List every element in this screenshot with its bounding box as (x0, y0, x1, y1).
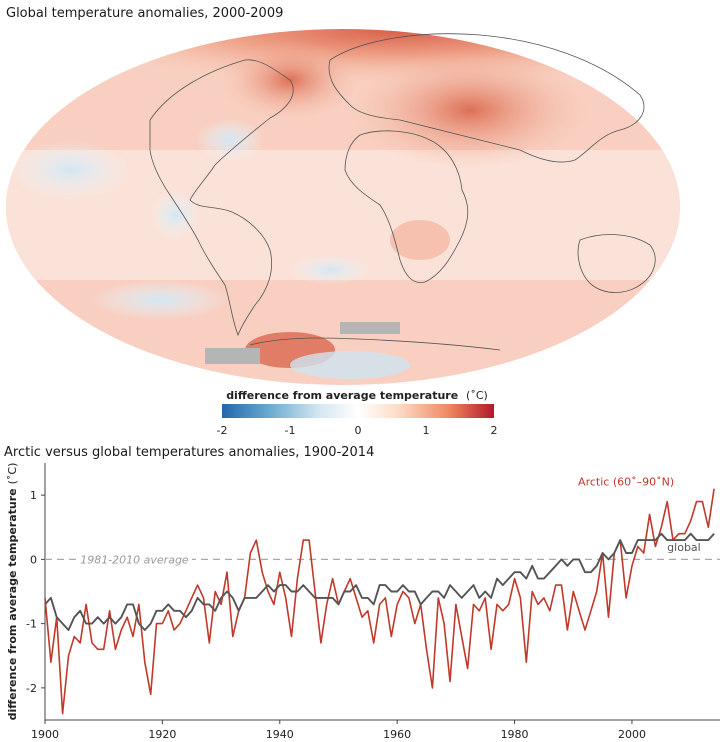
x-tick-label: 1980 (501, 728, 529, 741)
colorbar-ticks: -2 -1 0 1 2 (217, 424, 498, 437)
y-axis-label: difference from average temperature(˚C) (6, 463, 19, 721)
coastlines (149, 33, 656, 351)
y-tick-label: 0 (30, 553, 37, 566)
series-line-global (44, 532, 715, 631)
temperature-anomaly-map: difference from average temperature (˚C)… (6, 29, 680, 437)
y-tick-label: 1 (30, 489, 37, 502)
colorbar (222, 404, 494, 418)
x-tick-label: 1940 (266, 728, 294, 741)
reference-label-bg (77, 552, 192, 568)
x-tick-label: 1920 (148, 728, 176, 741)
series-line-arctic (44, 488, 715, 715)
x-tick-label: 2000 (618, 728, 646, 741)
y-tick-label: -2 (26, 682, 37, 695)
colorbar-tick-label: 2 (491, 424, 498, 437)
map-title: Global temperature anomalies, 2000-2009 (6, 6, 284, 21)
global-series-label: global (667, 541, 701, 554)
no-data-regions (205, 322, 400, 364)
colorbar-tick-label: 0 (355, 424, 362, 437)
y-tick-label: -1 (26, 618, 37, 631)
arctic-series-label: Arctic (60˚–90˚N) (578, 475, 674, 488)
x-tick-label: 1900 (31, 728, 59, 741)
colorbar-tick-label: -2 (217, 424, 228, 437)
colorbar-tick-label: -1 (285, 424, 296, 437)
reference-line-label: 1981-2010 average (80, 553, 189, 566)
chart-title: Arctic versus global temperatures anomal… (4, 445, 375, 460)
colorbar-title: difference from average temperature (˚C) (226, 389, 488, 402)
x-tick-label: 1960 (383, 728, 411, 741)
colorbar-tick-label: 1 (423, 424, 430, 437)
